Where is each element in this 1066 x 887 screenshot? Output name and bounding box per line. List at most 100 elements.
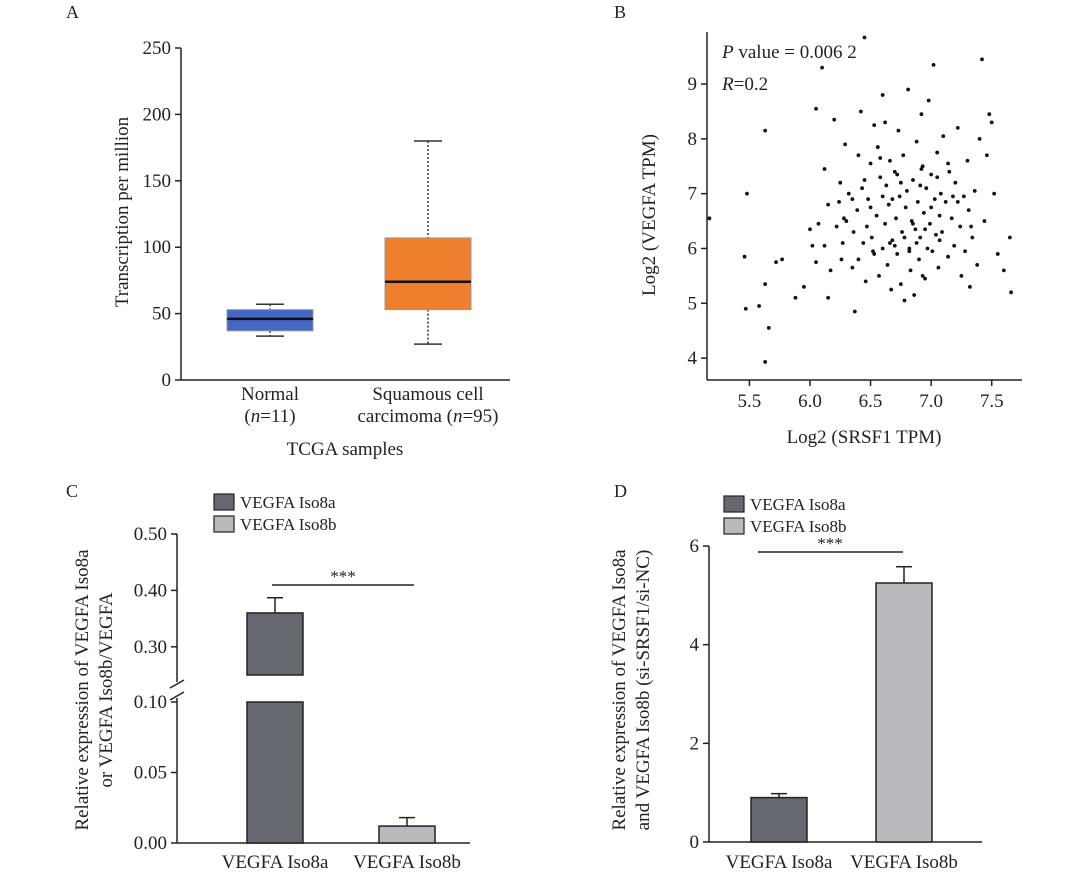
panel-d-xtick-label-0: VEGFA Iso8a <box>726 852 833 873</box>
panel-b-point-152 <box>969 224 974 229</box>
panel-d-bar-0 <box>750 796 808 843</box>
panel-b-point-116 <box>970 235 975 240</box>
panel-b-point-93 <box>931 62 936 67</box>
panel-b-point-45 <box>869 235 874 240</box>
panel-b-point-62 <box>894 216 898 221</box>
panel-label-d: D <box>614 481 627 501</box>
panel-b-point-132 <box>892 243 897 248</box>
panel-b-xtick-label-4: 7.5 <box>980 391 1004 412</box>
panel-b-point-15 <box>814 106 818 111</box>
panel-b-point-16 <box>816 221 821 226</box>
panel-b-point-79 <box>914 139 919 144</box>
panel-b-point-44 <box>868 161 873 166</box>
panel-c-legend-iso8a: VEGFA Iso8a <box>240 493 336 512</box>
panel-d-legend-swatch-iso8b <box>723 517 745 535</box>
panel-b-point-147 <box>902 235 907 240</box>
panel-b-xlabel: Log2 (SRSF1 TPM) <box>787 427 942 448</box>
panel-b-point-17 <box>814 260 818 265</box>
panel-b-point-128 <box>1007 235 1012 240</box>
panel-b-point-155 <box>868 205 873 210</box>
panel-b-point-71 <box>905 189 909 193</box>
panel-b-point-135 <box>914 241 919 245</box>
panel-b-point-47 <box>872 123 877 128</box>
panel-b-point-130 <box>878 156 883 160</box>
panel-b-point-23 <box>826 295 831 300</box>
panel-b-ytick-label-3: 7 <box>688 184 698 205</box>
panel-b-point-21 <box>826 202 831 207</box>
panel-b-xtick-label-1: 6.0 <box>798 391 822 412</box>
panel-b-point-136 <box>918 183 923 188</box>
panel-b-point-6 <box>763 282 768 286</box>
panel-b-point-0 <box>707 216 712 221</box>
panel-b-point-52 <box>880 246 885 251</box>
panel-b-ytick-label-1: 5 <box>688 293 698 314</box>
panel-b-point-124 <box>989 120 994 125</box>
panel-b-point-94 <box>932 197 937 202</box>
panel-b-point-81 <box>917 257 921 262</box>
panel-b-ytick-label-2: 6 <box>688 238 698 259</box>
panel-b-point-157 <box>920 273 925 278</box>
panel-d-ytick-label-3: 6 <box>690 536 700 557</box>
panel-b-point-91 <box>929 172 934 177</box>
panel-b-point-22 <box>828 268 833 273</box>
panel-a-box-0 <box>226 309 314 332</box>
panel-b-point-76 <box>911 178 915 182</box>
panel-b-point-95 <box>934 232 938 237</box>
panel-c-ytick-label-upper-0: 0.30 <box>134 637 167 658</box>
panel-b-point-31 <box>844 219 849 223</box>
panel-b-point-80 <box>915 199 920 204</box>
panel-b-point-153 <box>842 216 846 221</box>
panel-b-point-37 <box>856 257 861 262</box>
panel-b-point-59 <box>889 287 894 292</box>
panel-d-legend-iso8a: VEGFA Iso8a <box>750 495 846 514</box>
panel-b-point-14 <box>810 243 815 248</box>
panel-b-point-19 <box>822 167 827 171</box>
panel-b-point-30 <box>843 142 848 147</box>
panel-b-point-36 <box>855 208 860 213</box>
panel-b-point-82 <box>918 235 923 240</box>
panel-b-point-154 <box>862 178 867 182</box>
panel-d-barchart: Relative expression of VEGFA Iso8a and V… <box>609 495 982 873</box>
panel-c-axis-break-upper <box>169 679 185 689</box>
panel-b-point-109 <box>958 224 963 229</box>
panel-b-point-127 <box>1001 268 1006 273</box>
panel-b-point-60 <box>890 238 895 243</box>
panel-b-point-7 <box>766 326 771 330</box>
panel-b-point-28 <box>839 257 844 262</box>
panel-c-barchart: Relative expression of VEGFA Iso8a or VE… <box>72 493 470 873</box>
panel-b-point-70 <box>903 205 908 210</box>
panel-b-point-89 <box>926 98 931 103</box>
panel-b-point-66 <box>898 282 903 286</box>
panel-c-legend-swatch-iso8b <box>213 515 235 533</box>
panel-b-point-100 <box>940 230 944 234</box>
panel-b-point-2 <box>743 306 748 311</box>
panel-b-point-13 <box>808 227 812 232</box>
panel-d-legend-iso8b: VEGFA Iso8b <box>750 517 847 536</box>
panel-b-point-88 <box>925 246 930 251</box>
panel-b-point-69 <box>902 298 907 303</box>
panel-b-point-106 <box>952 243 957 248</box>
panel-b-point-61 <box>892 169 897 174</box>
panel-b-point-50 <box>877 273 881 278</box>
panel-b-point-85 <box>921 210 926 215</box>
panel-b-point-83 <box>919 112 924 117</box>
panel-b-point-138 <box>929 205 934 210</box>
panel-c-xtick-label-1: VEGFA Iso8b <box>353 852 461 873</box>
panel-b-point-99 <box>938 191 943 196</box>
panel-b-point-107 <box>953 180 958 185</box>
panel-b-point-103 <box>946 254 950 259</box>
panel-a-xlabel: TCGA samples <box>287 439 404 460</box>
panel-c-ytick-label-upper-2: 0.50 <box>134 524 167 545</box>
panel-b-point-105 <box>949 216 954 221</box>
panel-b-point-110 <box>959 273 964 278</box>
panel-b-point-111 <box>961 194 966 199</box>
panel-b-point-39 <box>860 186 864 191</box>
panel-a-ytick-label-4: 200 <box>143 104 172 125</box>
panel-a-boxplot: Transcription per million TCGA samples N… <box>112 38 510 460</box>
panel-label-c: C <box>66 481 78 501</box>
panel-b-point-129 <box>1009 290 1013 295</box>
panel-b-point-63 <box>895 252 900 256</box>
panel-b-point-11 <box>793 295 798 300</box>
panel-a-ytick-label-1: 50 <box>152 304 171 325</box>
panel-b-point-134 <box>907 249 912 254</box>
